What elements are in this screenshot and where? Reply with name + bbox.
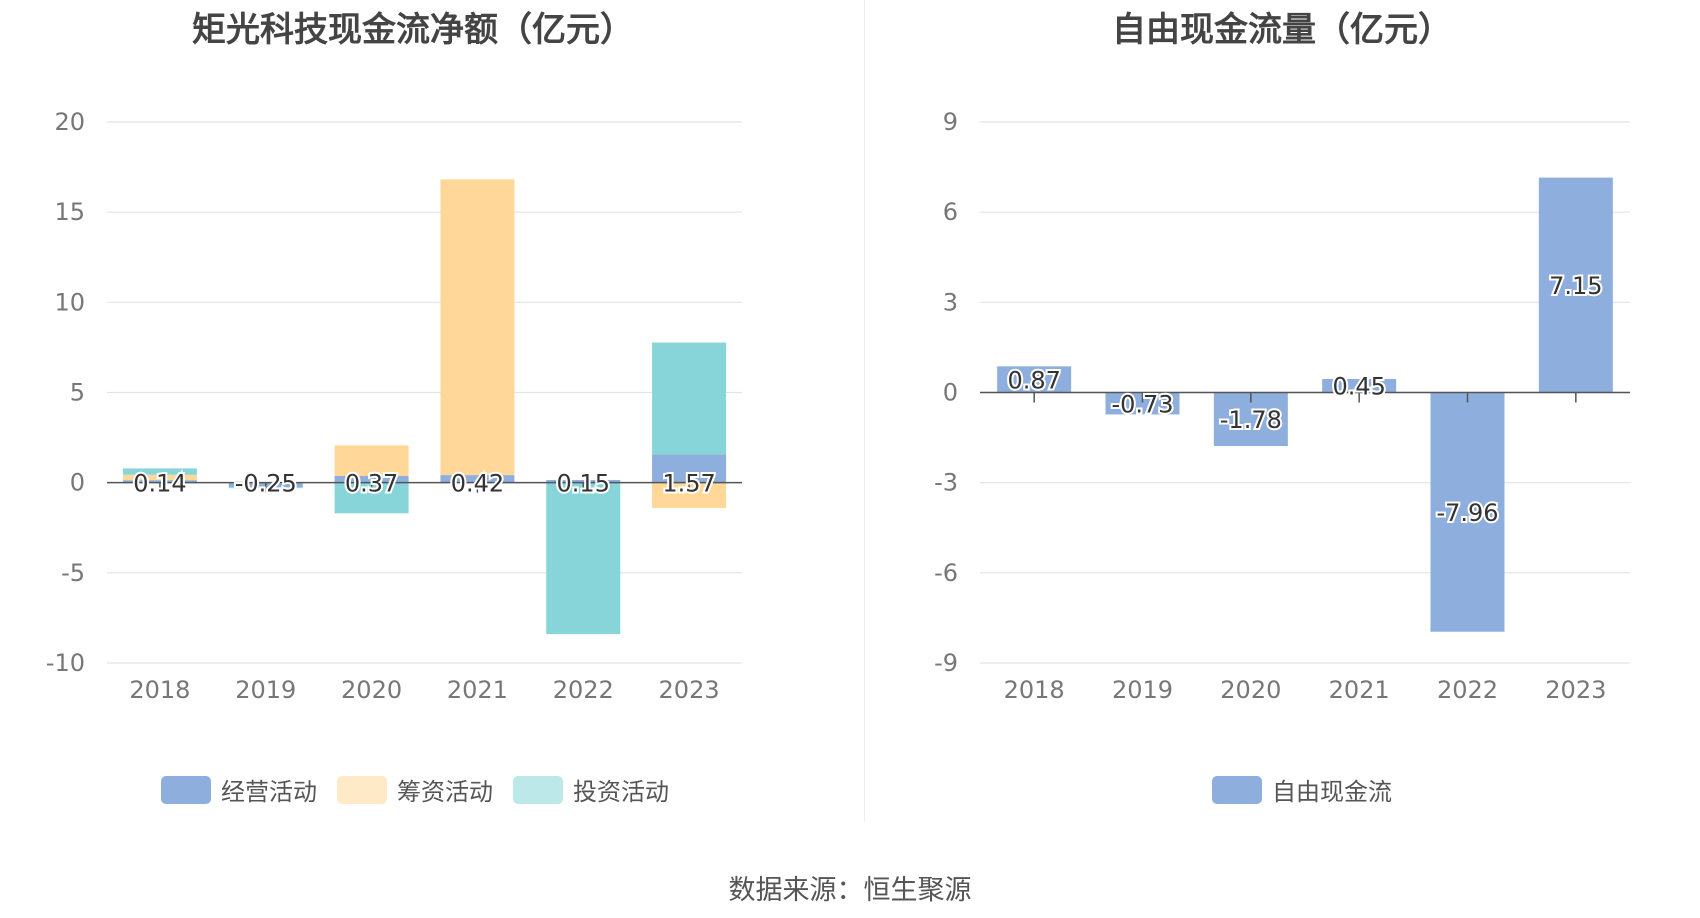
left-bar-2 — [440, 179, 515, 476]
left-bar-1 — [652, 454, 727, 483]
left-data-label: 1.57 — [662, 470, 715, 498]
left-bar-1 — [334, 475, 409, 483]
legend-label-free-cash-flow: 自由现金流 — [1272, 778, 1392, 806]
right-data-label: 7.15 — [1549, 272, 1602, 300]
legend-right: 自由现金流 — [1212, 772, 1392, 807]
right-bar-1 — [1322, 378, 1397, 393]
right-bar-1 — [1538, 177, 1613, 393]
legend-swatch-free-cash-flow — [1212, 775, 1262, 804]
left-y-tick-label: -10 — [46, 649, 85, 677]
left-y-tick-label: 5 — [70, 379, 85, 407]
right-x-tick-label: 2023 — [1545, 676, 1606, 704]
free-cash-flow-chart: 9 6 3 0 -3 -6 -9 2018 2019 2020 2021 2022 2023 0.87 -0… — [934, 108, 1630, 704]
legend-label-financing: 筹资活动 — [397, 778, 493, 806]
left-data-label: 0.37 — [345, 470, 398, 498]
legend-item-investing[interactable]: 投资活动 — [513, 772, 669, 807]
left-data-label: 0.15 — [557, 470, 610, 498]
panel-divider — [864, 0, 865, 822]
right-y-tick-label: -9 — [934, 649, 958, 677]
right-data-label: -0.73 — [1111, 390, 1173, 418]
left-bar-2 — [122, 474, 197, 481]
legend-left: 经营活动 筹资活动 投资活动 — [161, 772, 669, 807]
legend-item-financing[interactable]: 筹资活动 — [337, 772, 493, 807]
left-x-tick-label: 2018 — [129, 676, 190, 704]
left-bar-3 — [652, 342, 727, 455]
cash-flow-chart: 20 15 10 5 0 -5 -10 2018 2019 2020 2021 2022 2023 0.1… — [46, 108, 742, 704]
left-bar-1 — [440, 475, 515, 483]
right-data-label: -7.96 — [1436, 499, 1498, 527]
left-data-label: -0.25 — [235, 470, 297, 498]
left-y-tick-label: -5 — [61, 559, 85, 587]
right-y-tick-label: 0 — [943, 379, 958, 407]
right-x-tick-label: 2021 — [1329, 676, 1390, 704]
left-bar-1 — [546, 479, 621, 483]
right-y-tick-label: 3 — [943, 288, 958, 316]
right-y-tick-label: 6 — [943, 198, 958, 226]
legend-swatch-investing — [513, 775, 563, 804]
legend-swatch-financing — [337, 775, 387, 804]
right-data-label: 0.87 — [1007, 366, 1060, 394]
legend-label-investing: 投资活动 — [573, 778, 669, 806]
right-x-tick-label: 2022 — [1437, 676, 1498, 704]
right-x-tick-label: 2019 — [1112, 676, 1173, 704]
right-bar-1 — [997, 366, 1072, 393]
left-x-tick-label: 2022 — [553, 676, 614, 704]
left-data-label: 0.42 — [451, 470, 504, 498]
left-x-tick-label: 2019 — [235, 676, 296, 704]
left-bar-1 — [122, 480, 197, 483]
chart-title-left: 矩光科技现金流净额（亿元） — [192, 10, 634, 50]
left-bar-3 — [122, 468, 197, 475]
right-x-tick-label: 2018 — [1004, 676, 1065, 704]
right-data-label: -1.78 — [1220, 406, 1282, 434]
left-bar-2 — [334, 445, 409, 476]
right-bar-1 — [1430, 392, 1505, 632]
legend-swatch-operating — [161, 775, 211, 804]
right-bar-1 — [1105, 392, 1180, 415]
left-x-tick-label: 2021 — [447, 676, 508, 704]
left-y-tick-label: 20 — [54, 108, 85, 136]
legend-item-free-cash-flow[interactable]: 自由现金流 — [1212, 772, 1392, 807]
legend-label-operating: 经营活动 — [221, 778, 317, 806]
left-x-tick-label: 2020 — [341, 676, 402, 704]
data-source: 数据来源：恒生聚源 — [728, 875, 972, 906]
right-data-label: 0.45 — [1332, 373, 1385, 401]
chart-title-right: 自由现金流量（亿元） — [1112, 10, 1452, 50]
left-y-tick-label: 0 — [70, 469, 85, 497]
left-y-tick-label: 15 — [54, 198, 85, 226]
right-x-tick-label: 2020 — [1220, 676, 1281, 704]
right-y-tick-label: -6 — [934, 559, 958, 587]
left-y-tick-label: 10 — [54, 288, 85, 316]
left-data-label: 0.14 — [133, 470, 186, 498]
right-y-tick-label: 9 — [943, 108, 958, 136]
right-y-tick-label: -3 — [934, 469, 958, 497]
left-bar-3 — [546, 482, 621, 635]
legend-item-operating[interactable]: 经营活动 — [161, 772, 317, 807]
left-x-tick-label: 2023 — [659, 676, 720, 704]
